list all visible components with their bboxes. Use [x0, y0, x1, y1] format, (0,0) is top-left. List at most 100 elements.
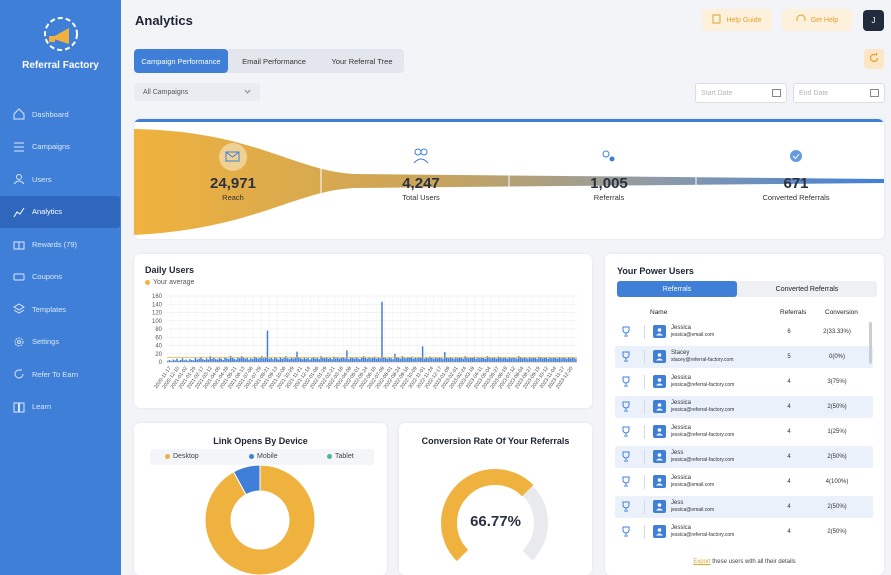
bar: [512, 357, 514, 362]
bar: [573, 357, 575, 362]
brand-name: Referral Factory: [22, 60, 99, 71]
bar: [347, 359, 350, 362]
sidebar-item-rewards[interactable]: Rewards (79): [0, 228, 121, 261]
table-row[interactable]: Jessica jessica@referral-factory.com 4 2(50…: [615, 521, 873, 543]
donut-slice-mobile: [232, 464, 261, 496]
help-guide-button[interactable]: Help Guide: [702, 9, 772, 31]
legend-label: Mobile: [257, 453, 278, 460]
user-email: jessica@referral-factory.com: [671, 532, 735, 539]
bar: [209, 356, 211, 362]
bar: [340, 357, 343, 362]
row-divider: [644, 400, 645, 414]
bar: [469, 357, 472, 362]
table-row[interactable]: Jessica jessica@referral-factory.com 4 1(25…: [615, 421, 873, 443]
bar: [222, 359, 224, 362]
user-avatar-icon: [653, 400, 666, 413]
referrals-cell: 4: [787, 479, 791, 485]
bar: [510, 358, 512, 362]
bar: [292, 358, 295, 362]
bar: [399, 358, 402, 362]
tab-campaign-performance[interactable]: Campaign Performance: [134, 49, 228, 73]
bar: [438, 357, 440, 362]
bar: [205, 358, 208, 362]
end-date-input[interactable]: End Date: [793, 83, 885, 103]
sidebar-item-learn[interactable]: Learn: [0, 391, 121, 424]
tab-referrals[interactable]: Referrals: [617, 281, 737, 297]
start-date-input[interactable]: Start Date: [695, 83, 787, 103]
bar: [431, 357, 433, 362]
tab-referral-tree[interactable]: Your Referral Tree: [331, 56, 393, 66]
sidebar-item-templates[interactable]: Templates: [0, 293, 121, 326]
tab-email-performance[interactable]: Email Performance: [242, 56, 306, 66]
sidebar-item-campaigns[interactable]: Campaigns: [0, 131, 121, 164]
bar: [475, 358, 477, 362]
sidebar-item-users[interactable]: Users: [0, 163, 121, 196]
bar: [444, 352, 446, 362]
bar: [407, 357, 409, 362]
get-help-button[interactable]: Get Help: [782, 9, 852, 31]
sidebar-item-settings[interactable]: Settings: [0, 326, 121, 359]
user-avatar-icon: [653, 375, 666, 388]
avatar[interactable]: J: [863, 10, 884, 31]
sidebar-item-dashboard[interactable]: Dashboard: [0, 98, 121, 131]
funnel-referrals: 1,005 Referrals: [539, 175, 679, 202]
bar: [460, 357, 463, 362]
bar: [266, 330, 269, 362]
bar: [436, 358, 439, 362]
bar: [549, 357, 551, 362]
table-row[interactable]: Jessica jessica@email.com 6 2(33.33%): [615, 321, 873, 343]
layers-icon: [12, 302, 26, 316]
bar: [519, 357, 522, 362]
sidebar-nav: Dashboard Campaigns Users Analytics Rewa…: [0, 98, 121, 423]
bar: [381, 301, 383, 362]
bar: [558, 357, 561, 362]
tab-converted-referrals[interactable]: Converted Referrals: [775, 285, 839, 293]
table-row[interactable]: Jess jessica@referral-factory.com 4 2(50%): [615, 446, 873, 468]
sidebar-item-label: Settings: [32, 337, 60, 347]
campaign-select[interactable]: All Campaigns: [134, 83, 260, 101]
bar: [261, 356, 263, 362]
logo[interactable]: Referral Factory: [0, 14, 121, 71]
reach-label: Reach: [222, 193, 244, 202]
refresh-button[interactable]: [864, 49, 884, 69]
user-name: Jessica: [671, 475, 692, 481]
conversion-cell: 2(33.33%): [823, 329, 851, 335]
funnel-card: 24,971 Reach 4,247 Total Users 1,005 Referr…: [134, 119, 884, 239]
sidebar-item-analytics[interactable]: Analytics: [0, 195, 120, 228]
table-row[interactable]: Jessica jessica@referral-factory.com 4 2(50…: [615, 396, 873, 418]
bar: [523, 357, 525, 362]
referrals-cell: 4: [787, 454, 791, 460]
bar: [325, 357, 328, 362]
sidebar-item-coupons[interactable]: Coupons: [0, 261, 121, 294]
sidebar-item-label: Campaigns: [32, 142, 70, 152]
donut-slice-desktop: [204, 464, 316, 575]
table-row[interactable]: Stacey stacey@referral-factory.com 5 0(0%): [615, 346, 873, 368]
bar: [185, 359, 187, 362]
legend-desktop: Desktop: [165, 453, 199, 460]
legend-dot: [165, 454, 170, 459]
bar: [499, 357, 501, 362]
table-row[interactable]: Jessica jessica@referral-factory.com 4 3(75…: [615, 371, 873, 393]
row-divider: [644, 425, 645, 439]
power-users-title: Your Power Users: [617, 266, 694, 276]
bar: [211, 358, 213, 362]
sidebar-item-refer-to-earn[interactable]: Refer To Earn: [0, 358, 121, 391]
bar: [203, 359, 206, 362]
bar: [560, 358, 562, 362]
table-row[interactable]: Jess jessica@email.com 4 2(50%): [615, 496, 873, 518]
bar: [224, 357, 226, 362]
legend-tablet: Tablet: [327, 453, 354, 460]
table-row[interactable]: Jessica jessica@email.com 4 4(100%): [615, 471, 873, 493]
daily-users-chart: 0204060801001201401602020-11-172020-12-1…: [152, 294, 577, 390]
bar: [312, 357, 315, 362]
bar: [543, 357, 546, 362]
table-scrollbar[interactable]: [869, 322, 872, 364]
bar: [482, 357, 485, 362]
y-tick-label: 60: [155, 335, 162, 341]
sidebar-item-label: Refer To Earn: [32, 369, 79, 379]
user-name-cell: Jessica jessica@referral-factory.com: [671, 375, 734, 388]
bar: [323, 358, 326, 362]
export-link[interactable]: Export: [693, 559, 711, 565]
user-name: Jess: [671, 500, 684, 506]
user-name-cell: Jessica jessica@referral-factory.com: [671, 400, 734, 413]
